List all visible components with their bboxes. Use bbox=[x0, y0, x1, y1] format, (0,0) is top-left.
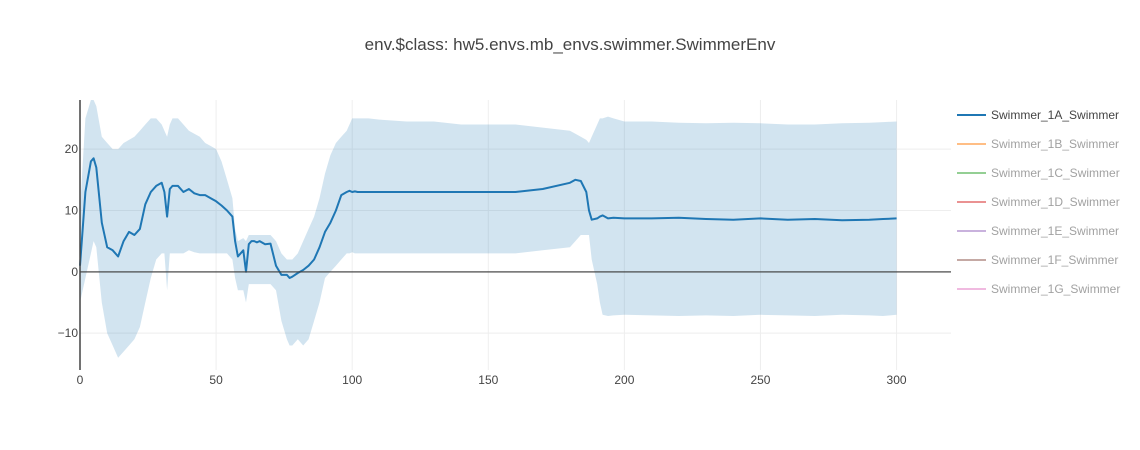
band-layer bbox=[80, 100, 897, 358]
legend-item-6[interactable]: Swimmer_1G_Swimmer bbox=[957, 282, 1120, 296]
legend-item-0[interactable]: Swimmer_1A_Swimmer bbox=[957, 108, 1119, 122]
legend-item-3[interactable]: Swimmer_1D_Swimmer bbox=[957, 195, 1120, 209]
chart-title: env.$class: hw5.envs.mb_envs.swimmer.Swi… bbox=[365, 35, 776, 54]
x-tick-label-3: 150 bbox=[478, 373, 498, 387]
legend-label-3: Swimmer_1D_Swimmer bbox=[991, 195, 1120, 209]
legend-label-5: Swimmer_1F_Swimmer bbox=[991, 253, 1118, 267]
legend-item-5[interactable]: Swimmer_1F_Swimmer bbox=[957, 253, 1118, 267]
x-tick-label-6: 300 bbox=[887, 373, 907, 387]
line-layer bbox=[79, 157, 897, 279]
y-tick-label-0: −10 bbox=[58, 326, 79, 340]
x-tick-label-1: 50 bbox=[209, 373, 223, 387]
legend: Swimmer_1A_Swimmer Swimmer_1B_Swimmer Swim… bbox=[957, 108, 1120, 296]
legend-label-1: Swimmer_1B_Swimmer bbox=[991, 137, 1119, 151]
y-tick-label-3: 20 bbox=[65, 142, 79, 156]
legend-label-0: Swimmer_1A_Swimmer bbox=[991, 108, 1119, 122]
legend-label-6: Swimmer_1G_Swimmer bbox=[991, 282, 1120, 296]
legend-item-4[interactable]: Swimmer_1E_Swimmer bbox=[957, 224, 1119, 238]
series-line-0 bbox=[79, 157, 897, 279]
x-tick-label-4: 200 bbox=[614, 373, 634, 387]
x-tick-label-2: 100 bbox=[342, 373, 362, 387]
grid-layer bbox=[80, 100, 951, 370]
legend-item-2[interactable]: Swimmer_1C_Swimmer bbox=[957, 166, 1120, 180]
y-tick-label-1: 0 bbox=[71, 265, 78, 279]
legend-label-2: Swimmer_1C_Swimmer bbox=[991, 166, 1120, 180]
legend-item-1[interactable]: Swimmer_1B_Swimmer bbox=[957, 137, 1119, 151]
x-tick-label-0: 0 bbox=[77, 373, 84, 387]
x-tick-label-5: 250 bbox=[750, 373, 770, 387]
y-tick-label-2: 10 bbox=[65, 203, 79, 217]
series-band-0 bbox=[80, 100, 897, 358]
legend-label-4: Swimmer_1E_Swimmer bbox=[991, 224, 1119, 238]
axis-layer: 0 50 100 150 200 250 300 −10 0 10 20 bbox=[58, 100, 951, 387]
